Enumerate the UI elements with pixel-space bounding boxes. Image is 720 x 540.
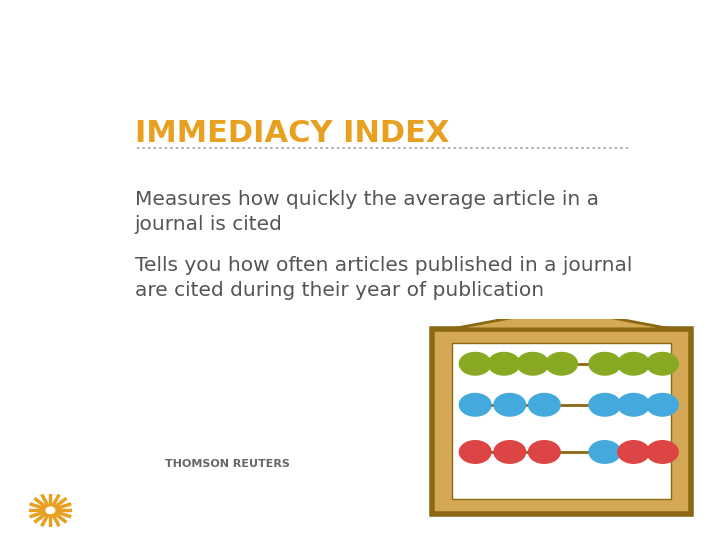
Circle shape	[546, 353, 577, 375]
Circle shape	[46, 507, 55, 514]
Circle shape	[459, 353, 491, 375]
Circle shape	[647, 441, 678, 463]
FancyBboxPatch shape	[432, 329, 691, 514]
Text: Tells you how often articles published in a journal
are cited during their year : Tells you how often articles published i…	[135, 256, 632, 300]
Circle shape	[618, 394, 649, 416]
Text: IMMEDIACY INDEX: IMMEDIACY INDEX	[135, 119, 449, 148]
Circle shape	[459, 441, 491, 463]
Circle shape	[528, 394, 560, 416]
Circle shape	[618, 353, 649, 375]
Circle shape	[647, 353, 678, 375]
Polygon shape	[452, 308, 671, 329]
Circle shape	[647, 394, 678, 416]
Text: THOMSON REUTERS: THOMSON REUTERS	[166, 459, 290, 469]
Text: Measures how quickly the average article in a
journal is cited: Measures how quickly the average article…	[135, 190, 598, 233]
Circle shape	[589, 394, 621, 416]
Circle shape	[488, 353, 520, 375]
Circle shape	[589, 353, 621, 375]
Circle shape	[494, 394, 526, 416]
Circle shape	[459, 394, 491, 416]
Circle shape	[618, 441, 649, 463]
Circle shape	[528, 441, 560, 463]
FancyBboxPatch shape	[452, 343, 671, 499]
Circle shape	[589, 441, 621, 463]
Circle shape	[517, 353, 549, 375]
Circle shape	[494, 441, 526, 463]
Circle shape	[42, 504, 58, 516]
